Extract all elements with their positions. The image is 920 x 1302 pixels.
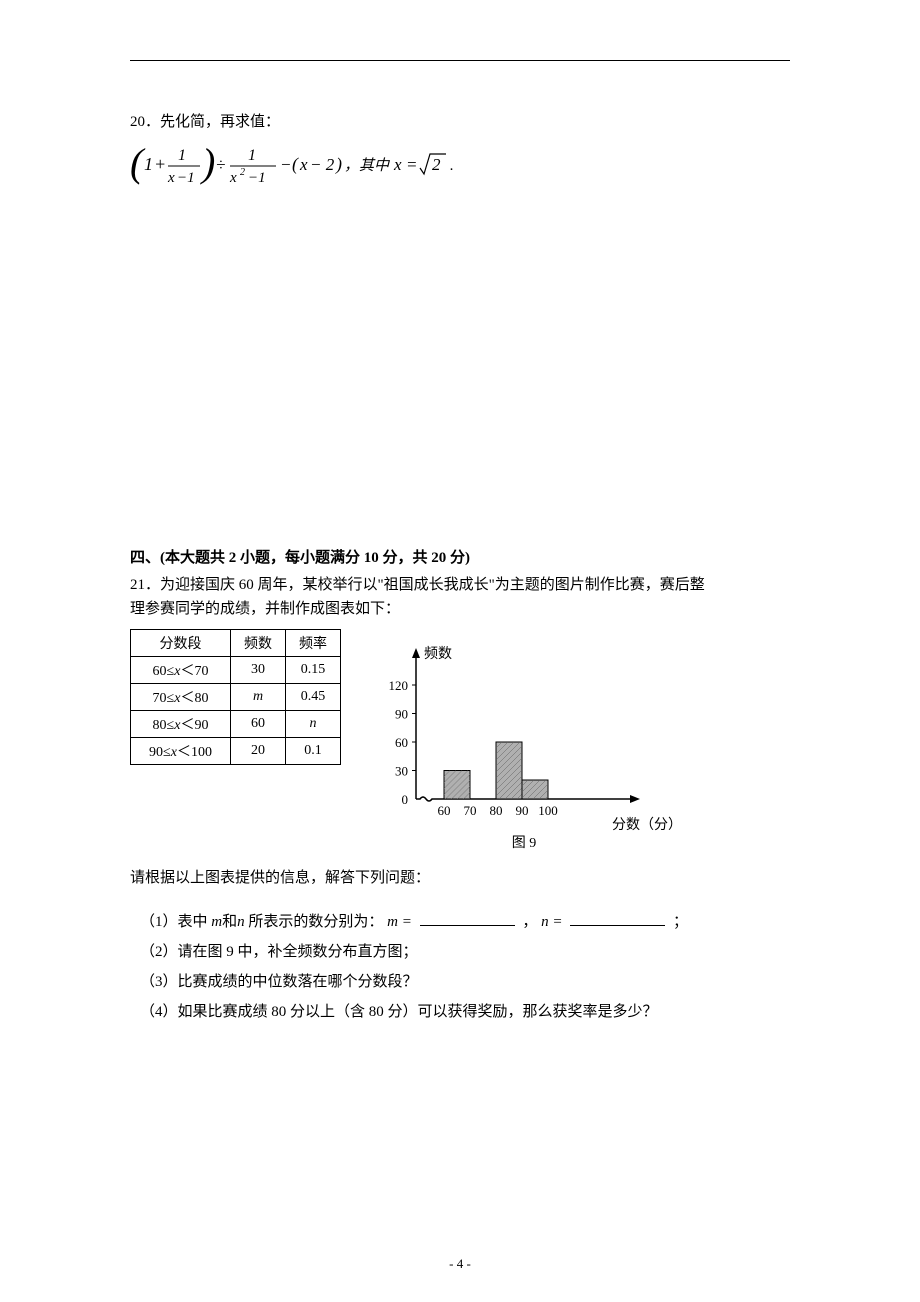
cell-rate: 0.15	[286, 657, 341, 684]
q20-formula: ( 1 + 1 x −1 ) ÷ 1 x 2 −1 − ( x − 2 )	[130, 141, 790, 191]
cell-rate: 0.45	[286, 684, 341, 711]
q21-intro: 21．为迎接国庆 60 周年，某校举行以"祖国成长我成长"为主题的图片制作比赛，…	[130, 573, 790, 621]
svg-text:频数: 频数	[424, 646, 452, 662]
svg-text:÷: ÷	[216, 155, 225, 174]
q21-intro-line2: 理参赛同学的成绩，并制作成图表如下：	[130, 597, 790, 621]
svg-text:1: 1	[248, 147, 256, 164]
svg-text:分数（分）: 分数（分）	[612, 817, 681, 833]
q21-sub1: （1）表中 m和n 所表示的数分别为： m = ， n = ；	[140, 907, 790, 937]
cell-rate: 0.1	[286, 738, 341, 765]
cell-freq: m	[231, 684, 286, 711]
svg-text:x: x	[167, 170, 175, 186]
cell-freq: 20	[231, 738, 286, 765]
histogram-chart: 频数 0 30 60 90 120 60 70 80 90 100 分数（分） 图 9	[371, 629, 681, 854]
q21-sub2: （2）请在图 9 中，补全频数分布直方图；	[140, 937, 790, 967]
svg-text:120: 120	[389, 678, 409, 693]
cell-freq: 60	[231, 711, 286, 738]
table-header-row: 分数段 频数 频率	[131, 630, 341, 657]
svg-text:90: 90	[395, 707, 408, 722]
table-row: 90≤x＜100 20 0.1	[131, 738, 341, 765]
svg-text:70: 70	[464, 803, 477, 818]
svg-text:− 2: − 2	[310, 155, 335, 174]
cell-rate: n	[286, 711, 341, 738]
svg-text:): )	[200, 140, 215, 185]
table-row: 80≤x＜90 60 n	[131, 711, 341, 738]
var-m: m	[211, 914, 222, 930]
cell-range: 80≤x＜90	[131, 711, 231, 738]
q21-sub3: （3）比赛成绩的中位数落在哪个分数段？	[140, 967, 790, 997]
q21-sub4: （4）如果比赛成绩 80 分以上（含 80 分）可以获得奖励，那么获奖率是多少？	[140, 997, 790, 1027]
svg-text:60: 60	[438, 803, 451, 818]
svg-text:−1: −1	[248, 170, 266, 186]
svg-text:−: −	[280, 155, 291, 174]
var-m-eq: m =	[387, 914, 412, 930]
table-row: 60≤x＜70 30 0.15	[131, 657, 341, 684]
q21-intro-line1: 21．为迎接国庆 60 周年，某校举行以"祖国成长我成长"为主题的图片制作比赛，…	[130, 573, 790, 597]
svg-text:80: 80	[490, 803, 503, 818]
svg-text:2: 2	[240, 167, 245, 178]
svg-text:x: x	[229, 170, 237, 186]
svg-text:1: 1	[178, 147, 186, 164]
q21-prompt: 请根据以上图表提供的信息，解答下列问题：	[130, 866, 790, 887]
cell-freq: 30	[231, 657, 286, 684]
svg-text:.: .	[450, 158, 454, 174]
q20-title: 20．先化简，再求值：	[130, 111, 790, 133]
sub1-text: （1）表中	[140, 914, 208, 930]
table-row: 70≤x＜80 m 0.45	[131, 684, 341, 711]
svg-text:x: x	[299, 155, 308, 174]
table-chart-row: 分数段 频数 频率 60≤x＜70 30 0.15 70≤x＜80 m 0.45…	[130, 629, 790, 854]
var-n-eq: n =	[541, 914, 562, 930]
svg-text:60: 60	[395, 735, 408, 750]
svg-text:，其中: ，其中	[344, 157, 391, 174]
sub1-text: 所表示的数分别为：	[248, 914, 383, 930]
svg-text:100: 100	[538, 803, 558, 818]
cell-range: 60≤x＜70	[131, 657, 231, 684]
page-number: - 4 -	[0, 1256, 920, 1272]
svg-text:x: x	[393, 155, 402, 174]
svg-text:0: 0	[402, 792, 409, 807]
var-n: n	[237, 914, 245, 930]
cell-range: 90≤x＜100	[131, 738, 231, 765]
chart-svg: 频数 0 30 60 90 120 60 70 80 90 100 分数（分） 图 9	[371, 629, 681, 849]
frequency-table: 分数段 频数 频率 60≤x＜70 30 0.15 70≤x＜80 m 0.45…	[130, 629, 341, 765]
svg-text:−1: −1	[177, 170, 195, 186]
sub1-comma: ，	[522, 914, 537, 930]
svg-text:+: +	[154, 154, 166, 174]
svg-text:(: (	[292, 154, 299, 175]
section4-title: 四、(本大题共 2 小题，每小题满分 10 分，共 20 分)	[130, 546, 790, 567]
th-range: 分数段	[131, 630, 231, 657]
th-freq: 频数	[231, 630, 286, 657]
blank-n[interactable]	[570, 910, 665, 926]
cell-range: 70≤x＜80	[131, 684, 231, 711]
svg-text:1: 1	[144, 154, 153, 174]
top-rule	[130, 60, 790, 61]
th-rate: 频率	[286, 630, 341, 657]
svg-text:90: 90	[516, 803, 529, 818]
svg-text:): )	[335, 154, 342, 175]
svg-text:30: 30	[395, 764, 408, 779]
svg-text:=: =	[406, 155, 417, 174]
blank-m[interactable]	[420, 910, 515, 926]
sub1-text: 和	[222, 914, 237, 930]
sub1-semicolon: ；	[673, 914, 688, 930]
formula-svg: ( 1 + 1 x −1 ) ÷ 1 x 2 −1 − ( x − 2 )	[130, 140, 490, 192]
svg-text:图 9: 图 9	[512, 836, 537, 849]
svg-text:2: 2	[432, 155, 441, 174]
